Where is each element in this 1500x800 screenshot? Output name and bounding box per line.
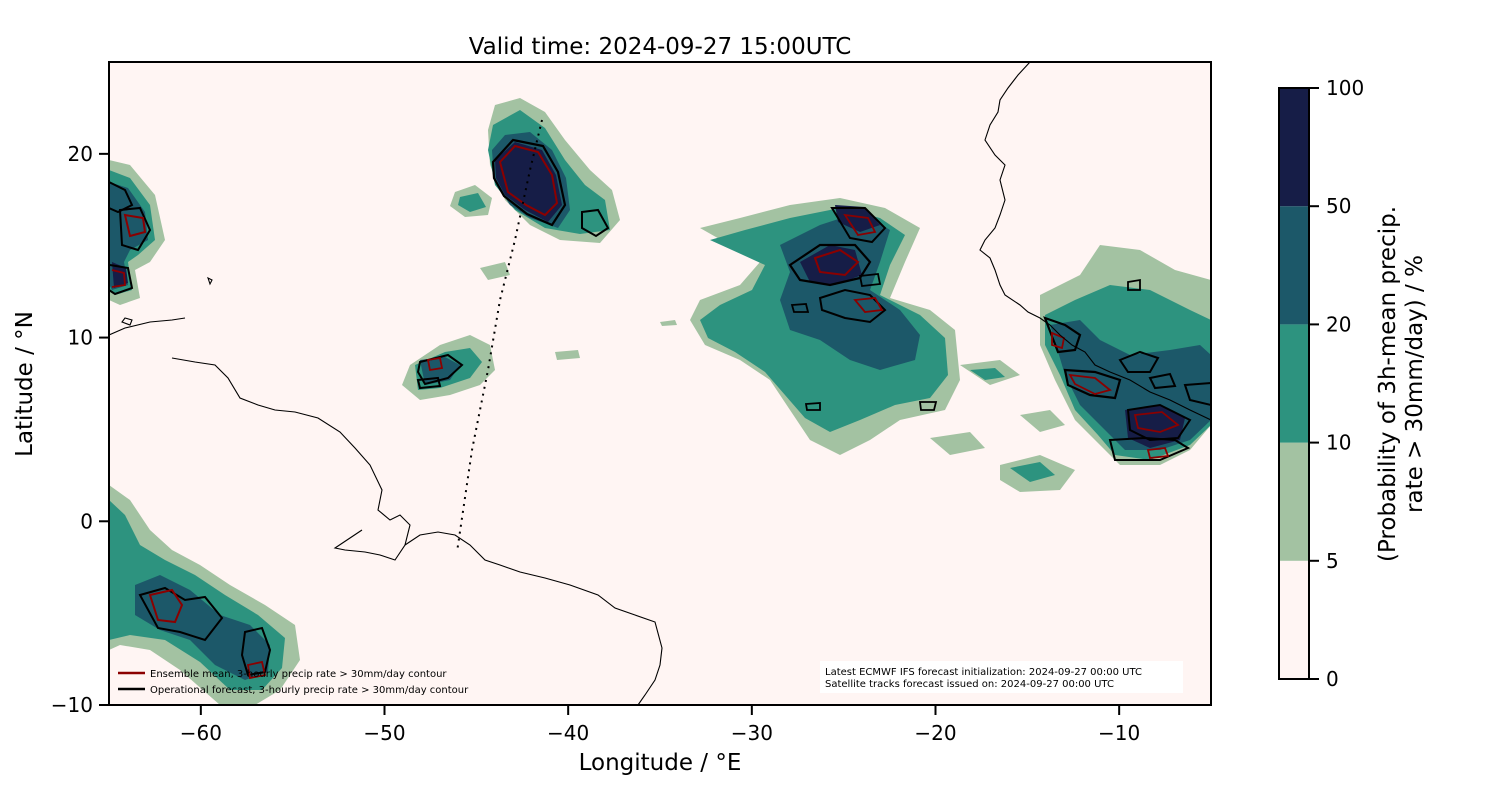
satellite-track [456,119,543,553]
map-background [109,62,1211,705]
y-tick-label: 20 [68,142,93,166]
y-axis-label: Latitude / °N [12,311,38,457]
y-tick-label: 10 [68,326,93,350]
x-axis-label: Longitude / °E [579,750,742,776]
legend-label-ensemble: Ensemble mean, 3-hourly precip rate > 30… [150,669,447,680]
colorbar-band [1279,206,1309,325]
map-title: Valid time: 2024-09-27 15:00UTC [469,34,852,60]
colorbar-band [1279,442,1309,561]
x-tick-label: −10 [1098,721,1140,745]
colorbar-band [1279,560,1309,679]
y-tick-label: −10 [51,693,93,717]
colorbar-frame [1278,87,1310,680]
colorbar-tick-label: 20 [1326,312,1351,336]
y-tick-label: 0 [80,509,93,533]
colorbar-tick-label: 5 [1326,549,1339,573]
info-box: Latest ECMWF IFS forecast initialization… [820,661,1183,693]
colorbar-tick-label: 100 [1326,76,1364,100]
precip-cluster-east-central [690,198,960,455]
colorbar-label-line-2: rate > 30mm/day) / % [1402,255,1428,513]
info-box-line-1: Latest ECMWF IFS forecast initialization… [825,667,1142,678]
precip-cluster-west [109,160,165,305]
map-area [109,62,1211,705]
colorbar: 0 5 10 20 50 100 [1278,76,1364,691]
precip-cluster-southwest [109,485,300,705]
colorbar-tick-label: 0 [1326,667,1339,691]
x-tick-label: −60 [180,721,222,745]
x-tick-label: −50 [363,721,405,745]
colorbar-band [1279,88,1309,207]
colorbar-band [1279,324,1309,443]
precip-cluster-east [1040,245,1211,465]
y-axis-ticks: 20 10 0 −10 [51,142,109,717]
x-axis-ticks: −60 −50 −40 −30 −20 −10 [180,705,1140,745]
x-tick-label: −20 [914,721,956,745]
colorbar-tick-label: 10 [1326,431,1351,455]
x-tick-label: −40 [547,721,589,745]
precip-cluster-central-west [402,335,495,400]
legend: Ensemble mean, 3-hourly precip rate > 30… [118,669,469,696]
colorbar-tick-label: 50 [1326,194,1351,218]
precip-scattered-patches [480,262,1075,492]
info-box-line-2: Satellite tracks forecast issued on: 202… [825,679,1114,690]
x-tick-label: −30 [731,721,773,745]
map-frame [108,61,1212,706]
info-box-background [820,661,1183,693]
coastlines [109,62,1211,705]
precip-cluster-north-central [450,98,620,243]
colorbar-label-line-1: (Probability of 3h-mean precip. [1375,206,1401,562]
legend-label-operational: Operational forecast, 3-hourly precip ra… [150,685,469,696]
